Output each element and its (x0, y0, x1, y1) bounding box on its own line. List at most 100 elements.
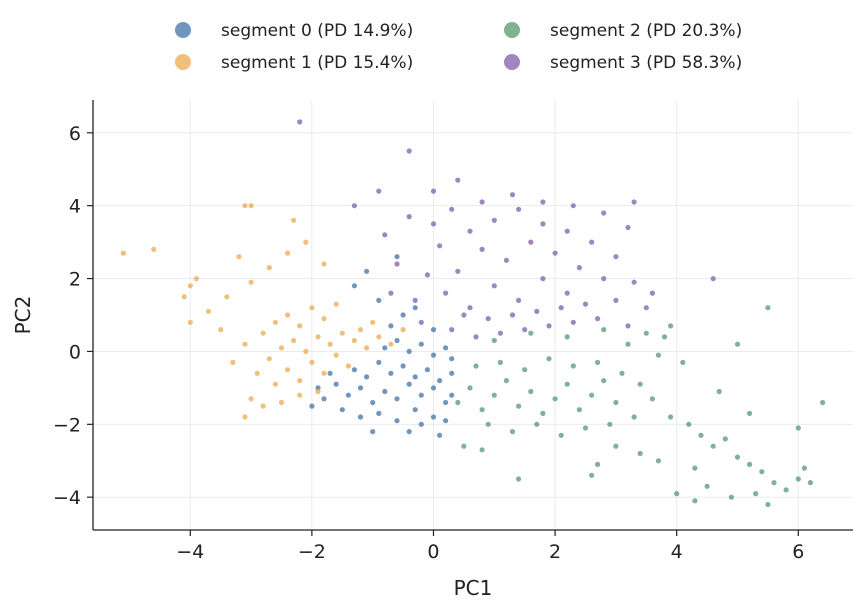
data-point (430, 414, 437, 420)
data-point (412, 374, 418, 380)
data-point (333, 301, 339, 307)
data-point (509, 429, 516, 435)
data-point (443, 290, 449, 296)
data-point (503, 257, 509, 263)
data-point (248, 203, 254, 209)
data-point (418, 421, 424, 427)
x-axis-title: PC1 (454, 576, 493, 600)
data-point (540, 199, 546, 205)
data-point (333, 381, 339, 387)
data-point (613, 399, 619, 406)
data-point (205, 308, 212, 314)
data-point (516, 206, 522, 212)
data-point (430, 385, 437, 391)
data-point (564, 290, 570, 296)
data-point (309, 403, 315, 409)
y-tick-label: 0 (69, 341, 81, 363)
data-point (449, 392, 455, 398)
data-point (339, 407, 345, 413)
data-point (570, 203, 576, 209)
data-point (315, 334, 321, 340)
legend-label: segment 1 (PD 15.4%) (221, 53, 413, 73)
data-point (242, 341, 248, 347)
data-point (649, 396, 656, 402)
data-point (807, 480, 814, 486)
data-point (491, 392, 497, 398)
data-point (230, 359, 236, 365)
data-point (430, 352, 437, 358)
data-point (540, 276, 546, 282)
data-point (497, 330, 503, 336)
data-point (297, 323, 303, 329)
data-point (595, 461, 601, 467)
data-point (297, 119, 303, 125)
data-point (625, 341, 631, 347)
data-point (394, 261, 400, 267)
data-point (461, 443, 467, 449)
data-point (315, 388, 321, 395)
data-point (345, 392, 351, 398)
data-point (388, 323, 394, 329)
data-point (400, 363, 406, 369)
data-point (315, 385, 321, 391)
data-point (437, 378, 443, 384)
data-point (601, 378, 607, 384)
data-point (187, 319, 193, 325)
data-point (491, 337, 497, 344)
data-point (765, 501, 771, 508)
data-point (357, 385, 364, 391)
data-point (430, 221, 437, 227)
data-point (382, 232, 388, 238)
data-point (497, 359, 503, 365)
data-point (248, 279, 254, 285)
data-point (327, 341, 333, 347)
data-point (528, 388, 534, 395)
data-point (357, 414, 364, 420)
data-point (357, 327, 364, 333)
data-point (291, 217, 297, 223)
data-point (376, 334, 382, 340)
data-point (552, 250, 558, 256)
data-point (285, 312, 291, 318)
data-point (303, 348, 309, 354)
data-point (601, 210, 607, 216)
data-point (491, 283, 497, 289)
y-tick-label: 4 (69, 196, 81, 218)
data-point (649, 290, 656, 296)
data-point (558, 305, 564, 311)
data-point (686, 421, 692, 427)
legend-marker (504, 22, 520, 38)
data-point (406, 348, 412, 354)
data-point (570, 319, 576, 325)
data-point (218, 327, 224, 333)
data-point (546, 356, 552, 362)
data-point (698, 432, 704, 438)
data-point (637, 450, 643, 457)
data-point (351, 367, 357, 373)
data-point (248, 396, 254, 402)
data-point (364, 374, 370, 380)
data-point (485, 421, 491, 427)
data-point (291, 337, 297, 344)
data-point (716, 388, 722, 395)
data-point (376, 359, 382, 365)
data-point (747, 461, 753, 467)
data-point (376, 188, 382, 194)
data-point (309, 305, 315, 311)
data-point (406, 429, 412, 435)
data-point (680, 359, 686, 365)
data-point (479, 246, 485, 252)
data-point (753, 491, 759, 497)
data-point (455, 177, 461, 183)
data-point (278, 399, 285, 406)
data-point (613, 297, 619, 303)
data-point (631, 279, 637, 285)
data-point (193, 276, 199, 282)
data-point (449, 370, 455, 376)
data-point (479, 447, 485, 453)
data-point (576, 407, 583, 413)
data-point (424, 272, 430, 278)
data-point (668, 414, 674, 420)
data-point (351, 203, 357, 209)
data-point (485, 316, 491, 322)
